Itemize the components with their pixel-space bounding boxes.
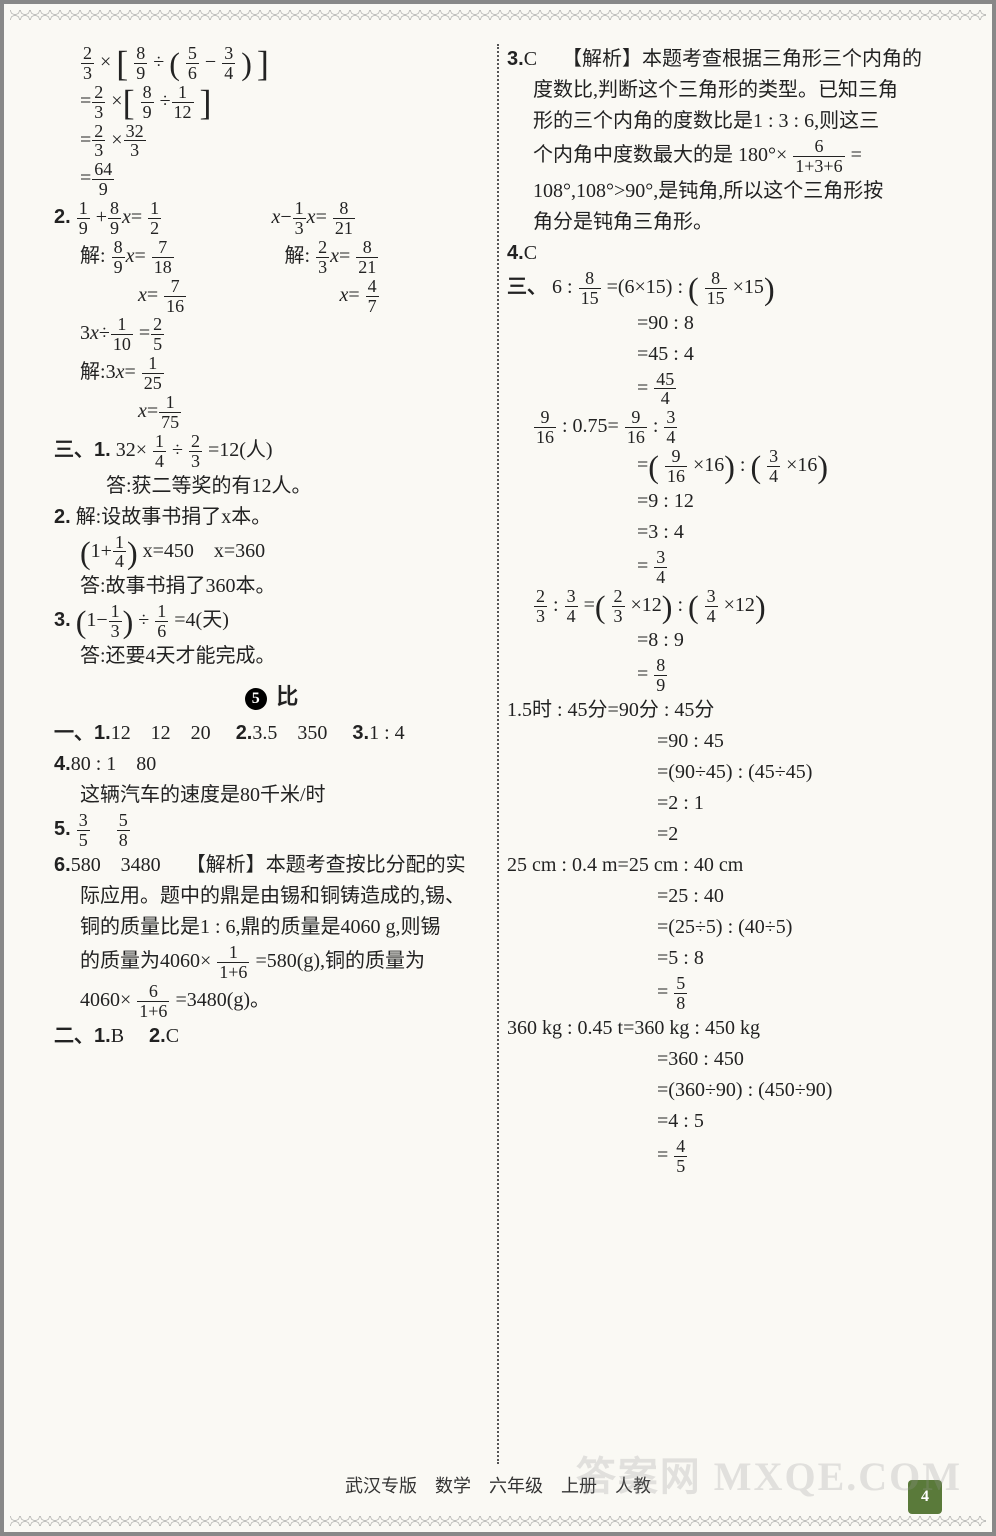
work-line: = 454 xyxy=(507,370,942,409)
right-column: 3.C 【解析】本题考查根据三角形三个内角的 度数比,判断这个三角形的类型。已知… xyxy=(507,44,942,1464)
expr-line: =23 ×[ 89 ÷112 ] xyxy=(54,83,489,122)
answer-line: 答:还要4天才能完成。 xyxy=(54,641,489,672)
item-number: 三、1. xyxy=(54,439,111,461)
item-number: 3. xyxy=(507,48,524,70)
expr-line: x=175 xyxy=(54,393,489,432)
work-line: 360 kg : 0.45 t=360 kg : 450 kg xyxy=(507,1013,942,1044)
eq-pair: 2. 19 +89x= 12 x−13x= 821 xyxy=(54,199,489,238)
page: 23 × [ 89 ÷ ( 56 − 34 ) ] =23 ×[ 89 ÷112… xyxy=(0,0,996,1536)
two-column-layout: 23 × [ 89 ÷ ( 56 − 34 ) ] =23 ×[ 89 ÷112… xyxy=(54,44,942,1464)
work-line: = 89 xyxy=(507,656,942,695)
work-line: 三、 6 : 815 =(6×15) : ( 815 ×15) xyxy=(507,269,942,308)
eq-pair: x= 716 x= 47 xyxy=(54,277,489,316)
fill-blank-row: 4.80 : 1 80 xyxy=(54,749,489,780)
analysis-line: 形的三个内角的度数比是1 : 3 : 6,则这三 xyxy=(507,106,942,137)
analysis-line: 的质量为4060× 11+6 =580(g),铜的质量为 xyxy=(54,943,489,982)
word-problem: 3. (1−13) ÷ 16 =4(天) xyxy=(54,602,489,641)
page-number-badge: 4 xyxy=(908,1480,942,1514)
fill-blank-row: 一、1.12 12 20 2.3.5 350 3.1 : 4 xyxy=(54,718,489,749)
analysis-line: 108°,108°>90°,是钝角,所以这个三角形按 xyxy=(507,176,942,207)
item-number: 三、 xyxy=(507,276,547,298)
note-line: 这辆汽车的速度是80千米/时 xyxy=(54,780,489,811)
expr-line: =649 xyxy=(54,160,489,199)
work-line: =3 : 4 xyxy=(507,517,942,548)
work-line: = 45 xyxy=(507,1137,942,1176)
work-line: =(25÷5) : (40÷5) xyxy=(507,912,942,943)
work-line: 25 cm : 0.4 m=25 cm : 40 cm xyxy=(507,850,942,881)
work-line: = 34 xyxy=(507,548,942,587)
work-line: =90 : 45 xyxy=(507,726,942,757)
work-line: =(360÷90) : (450÷90) xyxy=(507,1075,942,1106)
work-line: =5 : 8 xyxy=(507,943,942,974)
choice-with-analysis: 3.C 【解析】本题考查根据三角形三个内角的 xyxy=(507,44,942,75)
answer-line: 答:故事书捐了360本。 xyxy=(54,571,489,602)
work-line: =90 : 8 xyxy=(507,308,942,339)
page-footer: 武汉专版 数学 六年级 上册 人教 xyxy=(54,1472,942,1498)
analysis-line: 际应用。题中的鼎是由锡和铜铸造成的,锡、 xyxy=(54,881,489,912)
work-line: =9 : 12 xyxy=(507,486,942,517)
work-line: =2 : 1 xyxy=(507,788,942,819)
circle-number-icon: 5 xyxy=(245,688,267,710)
work-line: =25 : 40 xyxy=(507,881,942,912)
fill-blank-row: 5. 35 58 xyxy=(54,811,489,850)
item-number: 3. xyxy=(54,609,71,631)
expr-line: 23 × [ 89 ÷ ( 56 − 34 ) ] xyxy=(54,44,489,83)
column-divider xyxy=(497,44,499,1464)
analysis-block: 6.580 3480 【解析】本题考查按比分配的实 xyxy=(54,850,489,881)
analysis-line: 4060× 61+6 =3480(g)。 xyxy=(54,982,489,1021)
work-line: =360 : 450 xyxy=(507,1044,942,1075)
analysis-line: 角分是钝角三角形。 xyxy=(507,207,942,238)
work-line: =( 916 ×16) : ( 34 ×16) xyxy=(507,447,942,486)
item-number: 4. xyxy=(507,242,524,264)
work-line: =8 : 9 xyxy=(507,625,942,656)
choice-row: 二、1.B 2.C xyxy=(54,1021,489,1052)
answer-line: 答:获二等奖的有12人。 xyxy=(54,471,489,502)
work-line: = 58 xyxy=(507,974,942,1013)
work-line: 916 : 0.75= 916 : 34 xyxy=(507,408,942,447)
analysis-line: 铜的质量比是1 : 6,鼎的质量是4060 g,则锡 xyxy=(54,912,489,943)
work-line: 1.5时 : 45分=90分 : 45分 xyxy=(507,695,942,726)
word-problem: 三、1. 32× 14 ÷ 23 =12(人) xyxy=(54,432,489,471)
item-number: 2. xyxy=(54,506,71,528)
expr-line: 3x÷110 =25 xyxy=(54,315,489,354)
work-line: =2 xyxy=(507,819,942,850)
item-number: 2. xyxy=(54,206,71,228)
choice-row: 4.C xyxy=(507,238,942,269)
section-title: 5 比 xyxy=(54,680,489,714)
expr-line: 解:3x= 125 xyxy=(54,354,489,393)
work-line: =4 : 5 xyxy=(507,1106,942,1137)
word-problem: 2. 解:设故事书捐了x本。 xyxy=(54,502,489,533)
expr-line: (1+14) x=450 x=360 xyxy=(54,533,489,572)
eq-pair: 解: 89x= 718 解: 23x= 821 xyxy=(54,238,489,277)
item-number: 二、1. xyxy=(54,1025,111,1047)
left-column: 23 × [ 89 ÷ ( 56 − 34 ) ] =23 ×[ 89 ÷112… xyxy=(54,44,489,1464)
expr-line: =23 ×323 xyxy=(54,122,489,161)
work-line: 23 : 34 =( 23 ×12) : ( 34 ×12) xyxy=(507,587,942,626)
analysis-line: 度数比,判断这个三角形的类型。已知三角 xyxy=(507,75,942,106)
work-line: =45 : 4 xyxy=(507,339,942,370)
work-line: =(90÷45) : (45÷45) xyxy=(507,757,942,788)
analysis-line: 个内角中度数最大的是 180°× 61+3+6 = xyxy=(507,137,942,176)
item-number: 一、1. xyxy=(54,722,111,744)
